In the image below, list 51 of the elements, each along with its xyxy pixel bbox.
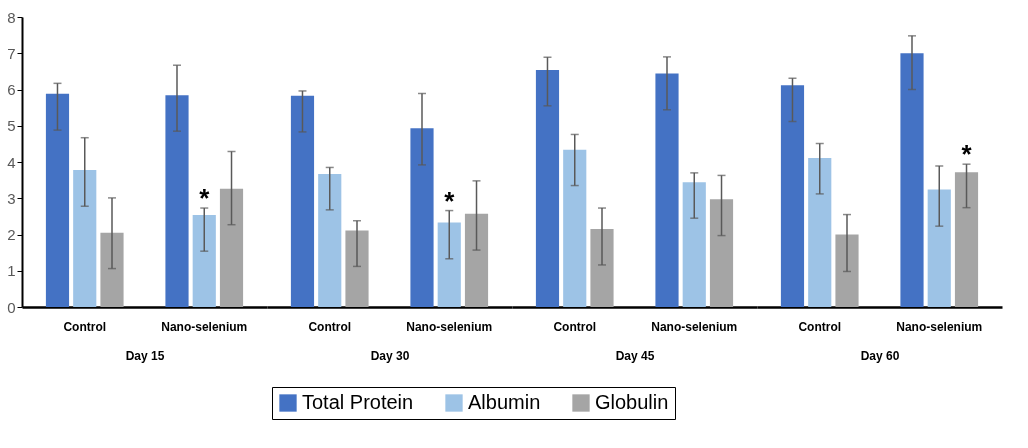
- y-tick-label: 5: [7, 117, 16, 135]
- bar: [682, 182, 706, 307]
- x-axis-title: Day 60: [860, 348, 900, 363]
- bar: [437, 222, 461, 307]
- annotation: *: [961, 139, 973, 170]
- x-tick-label: Control: [553, 319, 597, 334]
- y-tick-label: 2: [7, 226, 16, 243]
- bar: [563, 149, 587, 307]
- x-tick-label: Nano-selenium: [651, 319, 738, 334]
- bar: [219, 188, 244, 307]
- x-tick-label: Nano-selenium: [161, 319, 248, 334]
- bar: [410, 128, 434, 307]
- x-tick-label: Control: [63, 319, 107, 334]
- x-tick-label: Control: [308, 319, 352, 334]
- bar: [780, 85, 805, 307]
- bar: [709, 199, 734, 307]
- y-tick-label: 4: [7, 153, 16, 171]
- y-tick-label: 1: [7, 262, 16, 280]
- x-tick-label: Nano-selenium: [406, 319, 493, 334]
- y-tick-label: 0: [7, 298, 16, 316]
- x-tick-label: Control: [798, 319, 842, 334]
- legend-label: Globulin: [595, 391, 669, 413]
- bar: [900, 53, 924, 307]
- y-tick-label: 7: [7, 44, 16, 62]
- y-tick-label: 8: [7, 8, 16, 26]
- annotation: *: [199, 183, 211, 214]
- y-tick-label: 6: [7, 81, 16, 98]
- legend-label: Total Protein: [302, 391, 414, 413]
- bar: [100, 232, 124, 307]
- y-tick-label: 3: [7, 189, 16, 207]
- bar: [318, 173, 342, 307]
- bar: [73, 169, 97, 307]
- bar: [535, 69, 560, 307]
- bar: [290, 95, 315, 307]
- legend-label: Albumin: [468, 391, 541, 413]
- bar: [835, 234, 859, 307]
- bar: [590, 229, 614, 307]
- bar: [464, 213, 489, 307]
- bar: [165, 95, 189, 307]
- bar: [808, 158, 832, 307]
- x-axis-title: Day 45: [615, 348, 655, 363]
- bar: [927, 189, 951, 307]
- bar: [655, 73, 679, 307]
- bar: [345, 230, 369, 307]
- bar: [192, 214, 216, 307]
- bar: [954, 172, 979, 307]
- x-tick-label: Nano-selenium: [896, 319, 983, 334]
- annotation: *: [444, 185, 456, 216]
- bar: [45, 93, 70, 307]
- x-axis-title: Day 15: [125, 348, 165, 363]
- x-axis-title: Day 30: [370, 348, 410, 363]
